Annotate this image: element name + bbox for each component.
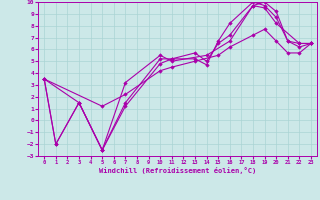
X-axis label: Windchill (Refroidissement éolien,°C): Windchill (Refroidissement éolien,°C) (99, 167, 256, 174)
